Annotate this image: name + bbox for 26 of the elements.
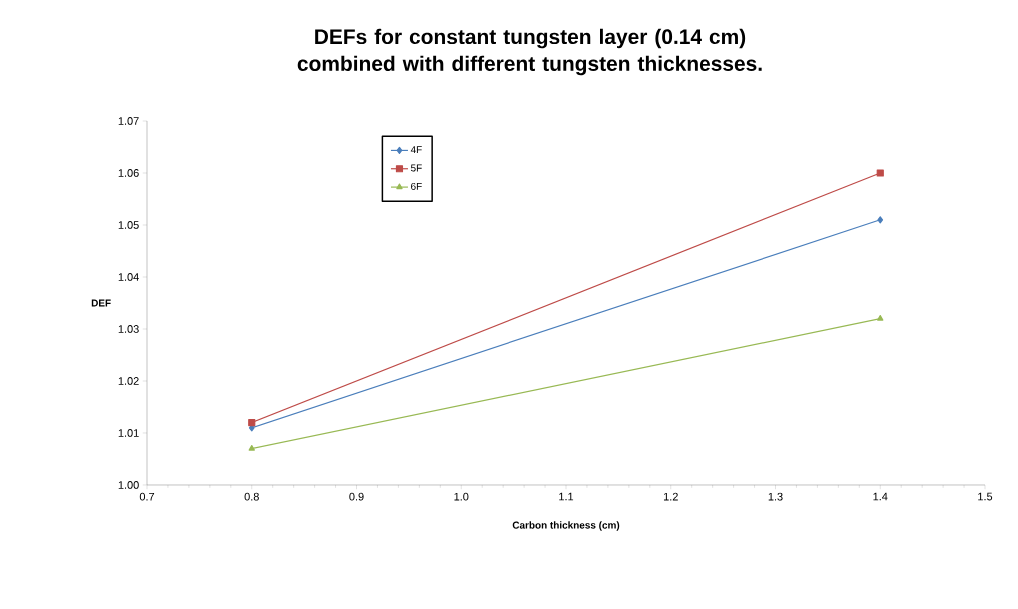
legend-label: 6F: [411, 182, 422, 190]
x-axis-title: Carbon thickness (cm): [512, 521, 620, 531]
y-tick-label: 1.03: [118, 325, 139, 333]
x-tick-label: 1.5: [978, 492, 993, 501]
chart-title: DEFs for constant tungsten layer (0.14 cm) combined with different tungsten thicknesses.: [297, 28, 762, 76]
x-tick-label: 1.1: [559, 492, 574, 501]
y-tick-label: 1.06: [118, 169, 139, 177]
y-tick-label: 1.00: [118, 481, 139, 489]
x-tick-label: 1.3: [768, 492, 783, 501]
x-tick-label: 1.0: [454, 492, 469, 501]
y-tick-label: 1.01: [118, 429, 139, 437]
point: [877, 216, 884, 224]
y-axis-title: DEF: [91, 299, 111, 307]
y-tick-label: 1.02: [118, 377, 139, 385]
x-tick-label: 0.7: [139, 492, 155, 501]
legend-label: 5F: [410, 164, 422, 172]
point: [876, 169, 884, 177]
legend-label: 4F: [410, 146, 422, 154]
y-tick-label: 1.07: [118, 117, 139, 125]
x-tick-label: 1.2: [663, 492, 678, 501]
x-tick-label: 0.8: [244, 492, 259, 501]
y-tick-label: 1.04: [118, 273, 139, 281]
x-tick-label: 0.9: [349, 492, 364, 501]
y-tick-label: 1.05: [118, 221, 139, 229]
x-tick-label: 1.4: [873, 492, 888, 501]
point: [248, 419, 256, 427]
